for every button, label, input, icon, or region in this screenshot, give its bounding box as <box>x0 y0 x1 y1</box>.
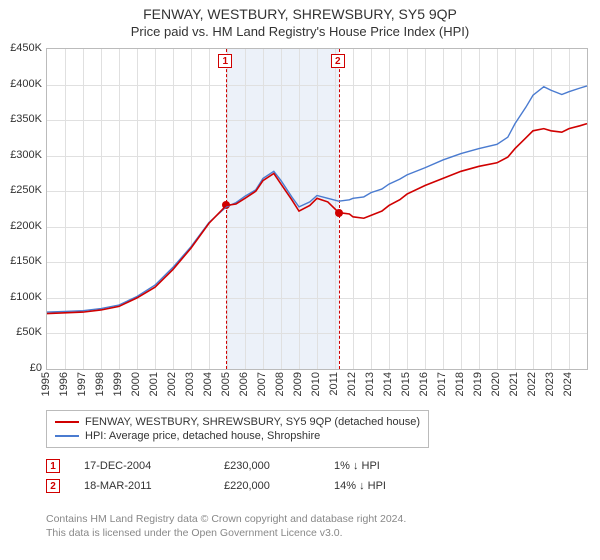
chart-container: FENWAY, WESTBURY, SHREWSBURY, SY5 9QP Pr… <box>0 0 600 560</box>
x-tick-label: 2011 <box>328 372 340 396</box>
y-tick-label: £150K <box>2 255 42 267</box>
legend-swatch-hpi <box>55 435 79 437</box>
x-tick-label: 1995 <box>40 372 52 396</box>
x-tick-label: 1999 <box>112 372 124 396</box>
credit: Contains HM Land Registry data © Crown c… <box>46 512 406 540</box>
marker-flag: 1 <box>218 54 232 68</box>
marker-flag: 2 <box>331 54 345 68</box>
transaction-row: 1 17-DEC-2004£230,0001% ↓ HPI <box>46 456 444 476</box>
x-tick-label: 2004 <box>202 372 214 396</box>
y-tick-label: £0 <box>2 362 42 374</box>
legend-label-hpi: HPI: Average price, detached house, Shro… <box>85 430 320 442</box>
x-tick-label: 2012 <box>346 372 358 396</box>
transaction-hpi: 14% ↓ HPI <box>334 480 444 492</box>
x-tick-label: 1998 <box>94 372 106 396</box>
plot-area <box>46 48 588 370</box>
y-tick-label: £250K <box>2 184 42 196</box>
y-tick-label: £450K <box>2 42 42 54</box>
x-tick-label: 2014 <box>382 372 394 396</box>
y-tick-label: £200K <box>2 220 42 232</box>
legend-swatch-property <box>55 421 79 423</box>
x-tick-label: 2000 <box>130 372 142 396</box>
legend-label-property: FENWAY, WESTBURY, SHREWSBURY, SY5 9QP (d… <box>85 416 420 428</box>
legend: FENWAY, WESTBURY, SHREWSBURY, SY5 9QP (d… <box>46 410 429 448</box>
transaction-price: £220,000 <box>224 480 334 492</box>
y-tick-label: £400K <box>2 78 42 90</box>
series-svg <box>47 49 587 369</box>
x-tick-label: 2023 <box>544 372 556 396</box>
x-tick-label: 2017 <box>436 372 448 396</box>
transaction-flag: 2 <box>46 479 60 493</box>
transactions-table: 1 17-DEC-2004£230,0001% ↓ HPI 2 18-MAR-2011… <box>46 456 444 496</box>
x-tick-label: 2009 <box>292 372 304 396</box>
x-tick-label: 2003 <box>184 372 196 396</box>
x-tick-label: 1996 <box>58 372 70 396</box>
x-tick-label: 2018 <box>454 372 466 396</box>
legend-item-hpi: HPI: Average price, detached house, Shro… <box>55 429 420 443</box>
transaction-date: 17-DEC-2004 <box>84 460 224 472</box>
transaction-flag: 1 <box>46 459 60 473</box>
credit-line-1: Contains HM Land Registry data © Crown c… <box>46 512 406 526</box>
y-tick-label: £100K <box>2 291 42 303</box>
transaction-hpi: 1% ↓ HPI <box>334 460 444 472</box>
x-tick-label: 2010 <box>310 372 322 396</box>
series-line-property <box>47 124 587 314</box>
chart-title: FENWAY, WESTBURY, SHREWSBURY, SY5 9QP <box>0 0 600 22</box>
x-tick-label: 2002 <box>166 372 178 396</box>
y-tick-label: £50K <box>2 326 42 338</box>
x-tick-label: 2022 <box>526 372 538 396</box>
x-tick-label: 2006 <box>238 372 250 396</box>
legend-item-property: FENWAY, WESTBURY, SHREWSBURY, SY5 9QP (d… <box>55 415 420 429</box>
credit-line-2: This data is licensed under the Open Gov… <box>46 526 406 540</box>
x-tick-label: 2015 <box>400 372 412 396</box>
transaction-row: 2 18-MAR-2011£220,00014% ↓ HPI <box>46 476 444 496</box>
x-tick-label: 2013 <box>364 372 376 396</box>
y-tick-label: £300K <box>2 149 42 161</box>
x-tick-label: 2008 <box>274 372 286 396</box>
x-tick-label: 1997 <box>76 372 88 396</box>
x-tick-label: 2021 <box>508 372 520 396</box>
x-tick-label: 2016 <box>418 372 430 396</box>
transaction-price: £230,000 <box>224 460 334 472</box>
x-tick-label: 2007 <box>256 372 268 396</box>
x-tick-label: 2019 <box>472 372 484 396</box>
x-tick-label: 2001 <box>148 372 160 396</box>
chart-subtitle: Price paid vs. HM Land Registry's House … <box>0 22 600 39</box>
x-tick-label: 2005 <box>220 372 232 396</box>
x-tick-label: 2024 <box>562 372 574 396</box>
x-tick-label: 2020 <box>490 372 502 396</box>
transaction-date: 18-MAR-2011 <box>84 480 224 492</box>
y-tick-label: £350K <box>2 113 42 125</box>
